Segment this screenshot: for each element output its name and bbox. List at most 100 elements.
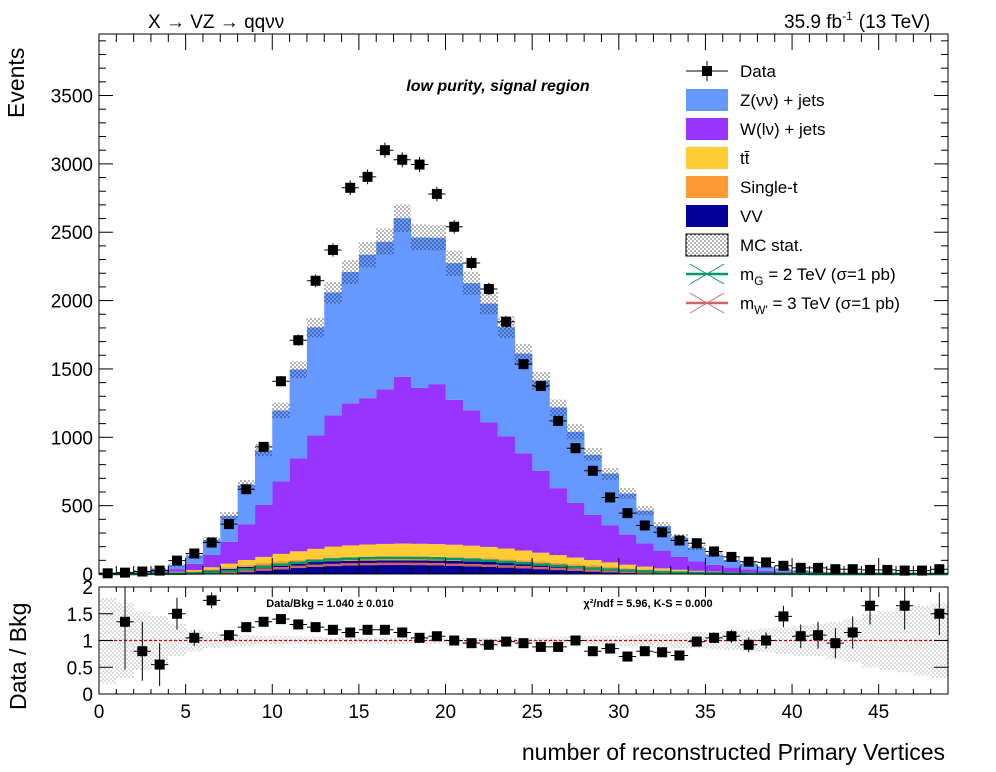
stack-bar: [514, 563, 533, 574]
stack-bar: [445, 399, 464, 545]
y-tick-label: 1000: [51, 428, 93, 449]
stack-bar: [237, 484, 256, 525]
stack-bar: [722, 560, 741, 568]
stack-bar: [220, 541, 238, 564]
ratio-band-bin: [549, 636, 567, 645]
stack-bar: [220, 563, 238, 568]
stack-bar: [289, 458, 308, 552]
stack-bar: [514, 560, 533, 564]
ratio-point: [258, 616, 269, 627]
mc-stat-bin: [428, 224, 446, 251]
mc-stat-bin: [462, 271, 481, 295]
legend-entry-znn: Z(νν) + jets: [686, 89, 825, 111]
mc-stat-bin: [358, 242, 377, 268]
stack-bar: [202, 567, 221, 570]
ratio-point: [293, 619, 304, 630]
ratio-point: [709, 632, 720, 643]
ratio-point: [466, 638, 477, 649]
ratio-point: [674, 650, 685, 661]
stack-bar: [532, 552, 550, 562]
data-point: [934, 564, 945, 575]
x-tick-label: 25: [522, 702, 543, 723]
stack-bar: [289, 551, 308, 561]
stack-bar: [445, 544, 464, 558]
stack-bar: [636, 569, 654, 571]
stack-bar: [358, 254, 377, 399]
stack-bar: [410, 560, 429, 574]
stack-bar: [514, 550, 533, 561]
stack-bar: [566, 564, 585, 567]
ratio-point: [345, 627, 356, 638]
stack-bar: [618, 534, 637, 565]
data-point: [189, 548, 200, 559]
ratio-point: [622, 651, 633, 662]
data-point: [587, 465, 598, 476]
stack-bar: [549, 488, 568, 556]
stack-bar: [601, 566, 620, 569]
ratio-point: [431, 631, 442, 642]
data-point: [778, 560, 789, 571]
ratio-y-title: Data / Bkg: [5, 603, 31, 710]
ratio-band-bin: [913, 605, 931, 676]
stack-bar: [480, 303, 498, 423]
ratio-band-bin: [289, 636, 307, 645]
stack-bar: [445, 560, 464, 574]
mc-stat-bin: [601, 467, 619, 480]
data-point: [553, 415, 564, 426]
data-point: [275, 376, 286, 387]
ratio-tick-label: 0: [82, 685, 93, 706]
ratio-point: [449, 635, 460, 646]
ratio-band-bin: [878, 611, 897, 670]
data-point: [258, 441, 269, 452]
stack-bar: [324, 546, 342, 558]
ratio-point: [119, 616, 130, 627]
ratio-point: [189, 632, 200, 643]
stack-bar: [584, 560, 602, 566]
stack-bar: [185, 563, 204, 571]
stack-bar: [722, 567, 741, 573]
stack-series-3: [116, 376, 949, 574]
data-point: [882, 564, 893, 575]
ratio-point: [171, 608, 182, 619]
stack-bar: [393, 543, 412, 557]
ratio-band-bin: [653, 633, 671, 648]
stack-bar: [653, 550, 672, 569]
stack-bar: [254, 504, 273, 557]
stack-bar: [324, 561, 342, 574]
stack-bar: [376, 389, 394, 544]
mc-stat-bin: [584, 447, 602, 461]
mc-stat-bin: [341, 259, 359, 285]
stack-bar: [601, 525, 620, 563]
legend-label: Single-t: [740, 178, 798, 197]
stack-bar: [237, 560, 256, 565]
legend-label: W(lν) + jets: [740, 120, 825, 139]
legend-label: mW' = 3 TeV (σ=1 pb): [740, 294, 900, 317]
ratio-point: [553, 641, 564, 652]
stack-bar: [341, 403, 360, 546]
data-point: [310, 275, 321, 286]
ratio-point: [379, 624, 390, 635]
stack-bar: [306, 327, 325, 436]
stack-bar: [584, 454, 602, 515]
x-tick-label: 35: [695, 702, 716, 723]
x-tick-label: 10: [262, 702, 283, 723]
main-frame: [98, 33, 949, 575]
stack-bar: [358, 398, 377, 545]
stack-bar: [532, 380, 550, 471]
legend-entry-sigG: mG = 2 TeV (σ=1 pb): [686, 263, 896, 288]
stack-bar: [514, 353, 533, 454]
mc-stat-bin: [514, 343, 533, 364]
y-axis-title: Events: [3, 48, 29, 118]
mc-stat-bin: [636, 506, 654, 516]
data-point: [535, 381, 546, 392]
stack-bar: [410, 543, 429, 557]
ratio-point: [154, 659, 165, 670]
mc-stat-bin: [272, 402, 290, 418]
stack-bar: [705, 564, 724, 572]
stack-bar: [480, 546, 498, 559]
stack-bar: [272, 561, 290, 565]
stack-bar: [358, 560, 377, 574]
data-point: [119, 567, 130, 578]
stack-bar: [376, 543, 394, 557]
